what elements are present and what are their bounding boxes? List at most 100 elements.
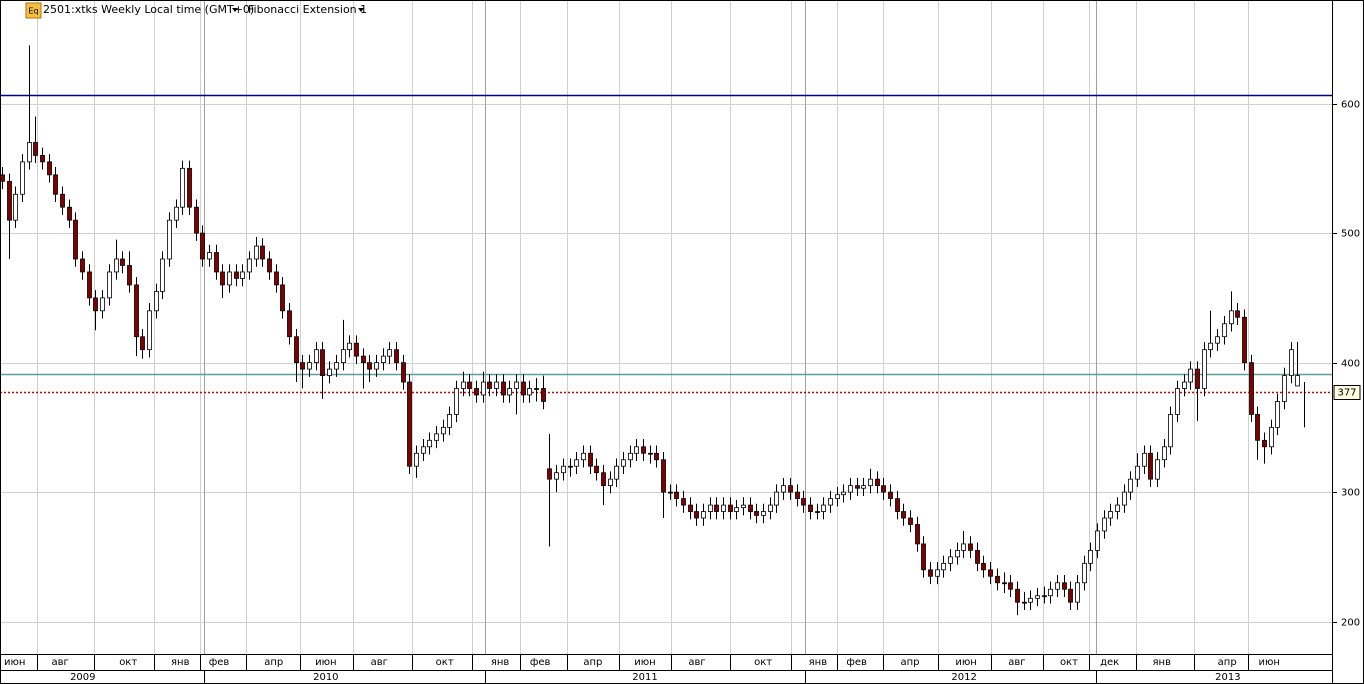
year-label: 2009 bbox=[70, 672, 95, 683]
candle-body bbox=[180, 167, 185, 208]
dropdown-arrow[interactable] bbox=[232, 8, 238, 12]
candle-body bbox=[374, 362, 379, 370]
candle-body bbox=[961, 543, 966, 551]
candle-body bbox=[507, 388, 512, 396]
candle-body bbox=[781, 485, 786, 493]
candle-body bbox=[53, 174, 58, 195]
candle-body bbox=[527, 388, 532, 396]
x-tick-label: апр bbox=[901, 657, 920, 668]
candle-body bbox=[541, 388, 546, 402]
candle-body bbox=[127, 265, 132, 286]
candle-body bbox=[1242, 316, 1247, 364]
candle-body bbox=[47, 161, 52, 176]
candle-body bbox=[935, 569, 940, 577]
candle-body bbox=[1002, 582, 1007, 585]
indicator-name[interactable]: Fibonacci Extension 1 bbox=[248, 3, 367, 16]
candle-body bbox=[554, 472, 559, 480]
candle-body bbox=[207, 252, 212, 260]
candle-body bbox=[1229, 310, 1234, 325]
candle-body bbox=[1108, 511, 1113, 519]
candle-body bbox=[1289, 349, 1294, 376]
candle-body bbox=[895, 498, 900, 512]
dropdown-arrow[interactable] bbox=[358, 8, 364, 12]
candle-body bbox=[367, 362, 372, 370]
candle-body bbox=[714, 504, 719, 512]
candle-body bbox=[1182, 381, 1187, 389]
candle-body bbox=[1022, 601, 1027, 604]
candle-body bbox=[33, 142, 38, 156]
x-tick-label: янв bbox=[1153, 657, 1172, 668]
candle-body bbox=[73, 219, 78, 260]
candle-body bbox=[361, 355, 366, 364]
x-tick-label: фев bbox=[846, 657, 867, 668]
x-tick-label: июн bbox=[634, 657, 655, 668]
candle-body bbox=[968, 543, 973, 551]
candle-body bbox=[955, 549, 960, 558]
candle-body bbox=[1162, 446, 1167, 461]
candle-body bbox=[594, 465, 599, 474]
x-tick-label: окт bbox=[1060, 657, 1078, 668]
candle-body bbox=[0, 174, 5, 182]
candle-body bbox=[1102, 517, 1107, 532]
candle-body bbox=[1175, 388, 1180, 415]
candle-body bbox=[921, 543, 926, 571]
x-tick-label: апр bbox=[1218, 657, 1237, 668]
candle-body bbox=[868, 478, 873, 487]
candle-body bbox=[1215, 336, 1220, 344]
candle-body bbox=[848, 485, 853, 493]
candle-body bbox=[641, 446, 646, 454]
candle-body bbox=[741, 504, 746, 509]
y-tick-label: 300 bbox=[1341, 488, 1360, 499]
x-tick-label: фев bbox=[209, 657, 230, 668]
candle-body bbox=[314, 349, 319, 364]
candle-body bbox=[1208, 342, 1213, 351]
candle-body bbox=[841, 491, 846, 496]
x-tick-label: июн bbox=[4, 657, 25, 668]
candle-body bbox=[654, 452, 659, 461]
candle-body bbox=[434, 433, 439, 441]
candle-body bbox=[688, 504, 693, 512]
candle-body bbox=[27, 142, 32, 163]
candle-body bbox=[1188, 368, 1193, 383]
candle-body bbox=[1095, 530, 1100, 551]
candle-body bbox=[461, 381, 466, 389]
year-label: 2011 bbox=[632, 672, 657, 683]
candle-body bbox=[134, 284, 139, 338]
candle-body bbox=[294, 336, 299, 364]
candle-body bbox=[1255, 414, 1260, 441]
candle-body bbox=[908, 517, 913, 525]
candle-body bbox=[274, 271, 279, 286]
candle-body bbox=[40, 155, 45, 163]
candle-body bbox=[234, 271, 239, 279]
y-tick-label: 600 bbox=[1341, 100, 1360, 111]
candle-body bbox=[300, 362, 305, 370]
candle-body bbox=[347, 342, 352, 351]
candle-body bbox=[521, 381, 526, 396]
candle-body bbox=[87, 271, 92, 299]
candle-body bbox=[1155, 459, 1160, 480]
candle-body bbox=[948, 556, 953, 564]
candle-body bbox=[260, 245, 265, 260]
candle-body bbox=[1249, 362, 1254, 415]
x-tick-label: апр bbox=[583, 657, 602, 668]
candle-body bbox=[441, 426, 446, 435]
candle-body bbox=[154, 290, 159, 312]
x-tick-label: июн bbox=[315, 657, 336, 668]
header-title[interactable]: 2501:xtks Weekly Local time (GMT+0) bbox=[43, 3, 254, 16]
candle-body bbox=[581, 452, 586, 461]
candle-body bbox=[220, 271, 225, 286]
candle-body bbox=[494, 381, 499, 389]
symbol-icon[interactable] bbox=[25, 2, 42, 19]
candle-body bbox=[467, 381, 472, 389]
candle-body bbox=[1035, 595, 1040, 599]
candle-body bbox=[407, 381, 412, 467]
candle-body bbox=[728, 504, 733, 512]
candle-body bbox=[13, 193, 18, 221]
candle-body bbox=[608, 478, 613, 487]
x-tick-label: авг bbox=[371, 657, 388, 668]
candle-body bbox=[394, 349, 399, 364]
candle-body bbox=[1282, 375, 1287, 402]
candle-body bbox=[1222, 323, 1227, 338]
candle-body bbox=[668, 491, 673, 494]
